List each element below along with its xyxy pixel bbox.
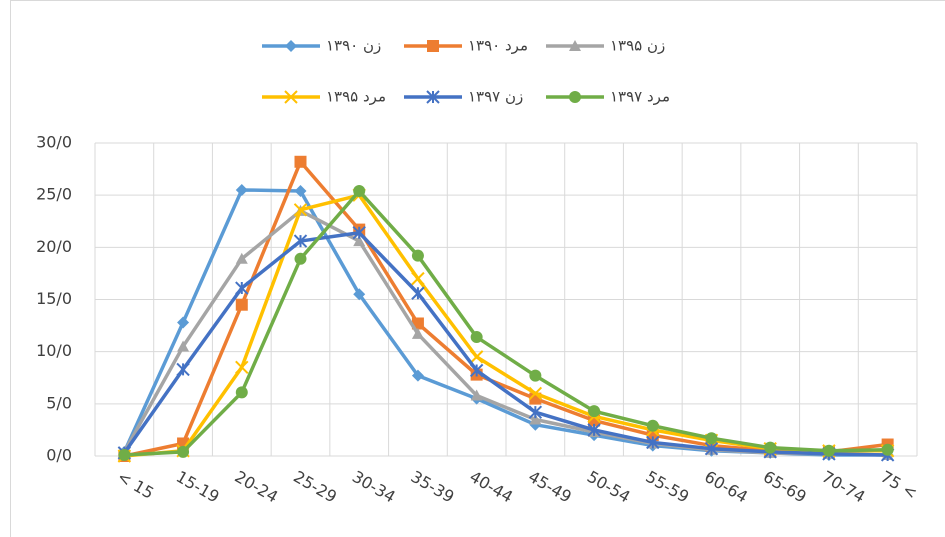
y-tick-label: 0/0	[46, 446, 72, 465]
marker	[353, 235, 366, 247]
x-tick-label: 40-44	[466, 467, 516, 507]
y-tick-label: 20/0	[36, 237, 72, 256]
marker	[118, 448, 131, 461]
marker	[411, 249, 424, 262]
x-tick-label: 35-39	[408, 467, 458, 507]
y-tick-label: 10/0	[36, 341, 72, 360]
x-tick-label: 30-34	[349, 467, 399, 507]
marker	[426, 90, 440, 104]
marker	[588, 405, 601, 418]
x-tick-label: < 15	[114, 467, 157, 503]
marker	[881, 443, 894, 456]
marker	[352, 226, 366, 240]
marker	[353, 288, 366, 301]
legend-item: مرد ۱۳۹۷	[546, 88, 670, 106]
marker	[529, 369, 542, 382]
marker	[353, 184, 366, 197]
chart-border	[10, 0, 945, 537]
marker	[528, 386, 543, 401]
marker	[284, 90, 298, 104]
x-tick-label: 15-19	[173, 467, 223, 507]
marker	[235, 281, 249, 295]
series-line	[122, 230, 888, 457]
marker	[293, 234, 308, 248]
marker	[294, 252, 307, 265]
marker	[411, 369, 424, 382]
marker	[294, 155, 307, 168]
marker	[176, 362, 190, 377]
x-tick-label: 55-59	[643, 467, 693, 507]
y-tick-label: 15/0	[36, 289, 72, 308]
x-tick-label: 65-69	[760, 467, 810, 507]
marker	[646, 435, 660, 450]
marker	[411, 271, 425, 286]
marker	[705, 432, 718, 445]
marker	[427, 40, 439, 52]
marker	[411, 286, 425, 300]
marker	[470, 389, 483, 401]
marker	[822, 444, 835, 457]
marker	[235, 360, 249, 375]
marker	[294, 184, 307, 197]
legend-label: زن ۱۳۹۰	[326, 37, 381, 55]
y-tick-label: 30/0	[36, 133, 72, 152]
marker	[469, 350, 484, 364]
legend-item: مرد ۱۳۹۰	[404, 37, 528, 55]
marker	[704, 441, 719, 456]
x-tick-label: 20-24	[232, 467, 282, 507]
legend-label: مرد ۱۳۹۵	[326, 88, 386, 106]
legend-item: زن ۱۳۹۷	[404, 88, 523, 106]
marker	[285, 40, 297, 52]
legend-label: زن ۱۳۹۵	[610, 37, 665, 55]
marker	[235, 252, 248, 264]
marker	[469, 363, 484, 378]
x-tick-label: 60-64	[701, 467, 751, 507]
marker	[235, 386, 248, 399]
marker	[646, 419, 659, 432]
marker	[177, 445, 190, 458]
y-tick-label: 25/0	[36, 185, 72, 204]
marker	[764, 441, 777, 454]
x-tick-label: 75 <	[877, 467, 920, 503]
marker	[293, 203, 308, 217]
marker	[587, 423, 601, 437]
marker	[529, 413, 542, 425]
x-tick-label: 45-49	[525, 467, 575, 507]
marker	[177, 316, 190, 329]
legend-item: مرد ۱۳۹۵	[262, 88, 386, 106]
legend-item: زن ۱۳۹۰	[262, 37, 381, 55]
legend-label: مرد ۱۳۹۷	[610, 88, 670, 106]
marker	[235, 298, 248, 311]
marker	[470, 331, 483, 344]
marker	[235, 183, 248, 196]
legend-label: مرد ۱۳۹۰	[468, 37, 528, 55]
legend-item: زن ۱۳۹۵	[546, 37, 665, 55]
series-line	[124, 189, 888, 457]
y-tick-label: 5/0	[46, 393, 72, 412]
x-tick-label: 50-54	[584, 467, 634, 507]
x-tick-label: 25-29	[290, 467, 340, 507]
marker	[569, 91, 581, 103]
legend-label: زن ۱۳۹۷	[468, 88, 523, 106]
marker	[411, 327, 424, 339]
x-tick-label: 70-74	[819, 467, 869, 507]
marker	[528, 405, 543, 419]
marker	[569, 40, 581, 51]
marker	[177, 340, 190, 352]
